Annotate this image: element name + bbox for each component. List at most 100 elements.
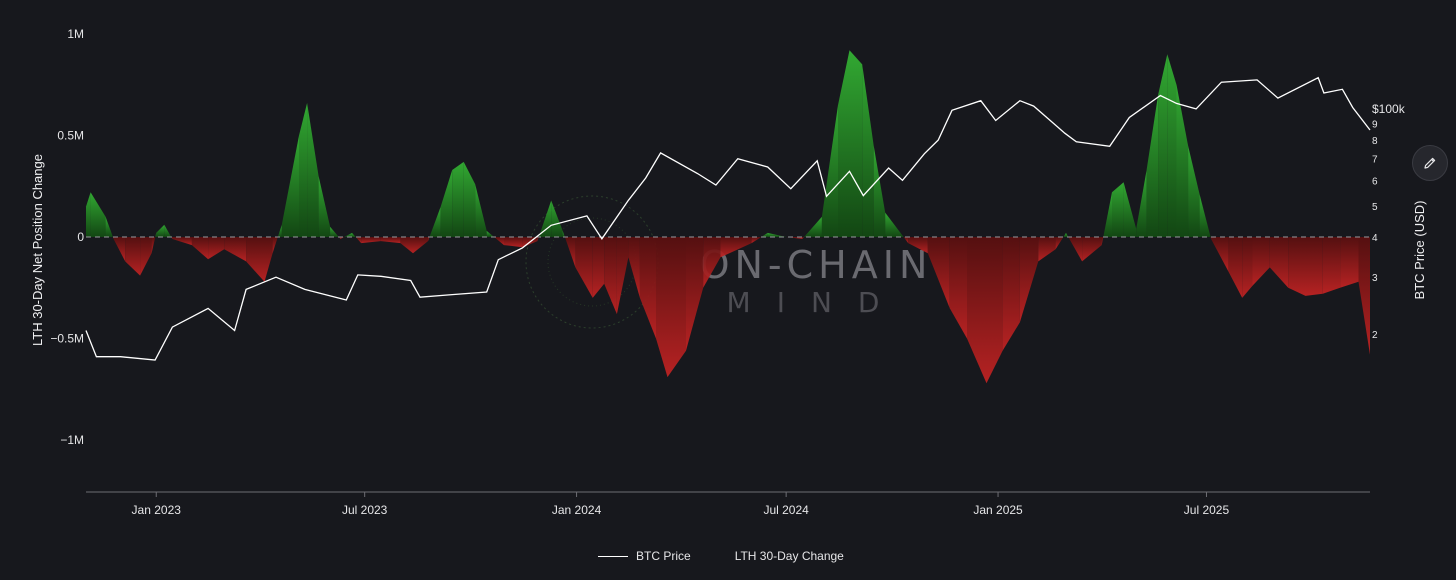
change-area-negative <box>1322 237 1341 294</box>
change-area-negative <box>639 237 656 339</box>
change-area-negative <box>1305 237 1323 296</box>
change-area-positive <box>463 161 476 237</box>
change-area-negative <box>140 237 152 276</box>
right-tick-label: 5 <box>1372 202 1378 213</box>
right-tick-label: 9 <box>1372 120 1378 131</box>
x-tick-label: Jul 2025 <box>1184 503 1230 517</box>
change-area-negative <box>564 237 576 268</box>
change-area-negative <box>751 237 762 244</box>
right-tick-label: 6 <box>1372 176 1378 187</box>
change-area-positive <box>767 232 787 237</box>
right-axis-title: BTC Price (USD) <box>1412 201 1427 300</box>
change-area-negative <box>927 237 950 309</box>
change-area-negative <box>802 237 805 239</box>
change-area-positive <box>164 224 172 237</box>
change-area-negative <box>1358 237 1370 355</box>
x-tick-label: Jan 2024 <box>552 503 602 517</box>
change-area-negative <box>604 237 617 315</box>
right-tick-label: 7 <box>1372 155 1378 166</box>
change-area-negative <box>1252 237 1270 286</box>
change-area-positive <box>1136 170 1147 237</box>
change-area-positive <box>475 184 487 237</box>
change-area-negative <box>1019 237 1039 323</box>
watermark-line1: ON-CHAIN <box>700 243 933 287</box>
change-area-negative <box>592 237 605 298</box>
change-area-positive <box>86 192 91 237</box>
change-area-positive <box>105 216 113 237</box>
change-area-negative <box>1101 237 1104 246</box>
change-area-negative <box>1068 237 1083 262</box>
change-area-negative <box>224 237 247 262</box>
x-tick-label: Jul 2024 <box>763 503 809 517</box>
change-area-positive <box>1167 54 1177 237</box>
right-tick-label: 2 <box>1372 330 1378 341</box>
pencil-icon <box>1424 157 1436 169</box>
change-area-negative <box>1242 237 1253 298</box>
change-area-positive <box>281 135 299 237</box>
change-area-positive <box>1158 54 1168 237</box>
change-area-positive <box>318 176 331 237</box>
change-area-negative <box>1002 237 1020 351</box>
change-area-positive <box>277 224 282 237</box>
change-area-positive <box>1112 182 1124 237</box>
legend: BTC Price LTH 30-Day Change <box>598 549 844 563</box>
change-area-positive <box>352 232 356 237</box>
right-tick-label: 8 <box>1372 136 1378 147</box>
change-area-negative <box>1340 237 1359 288</box>
change-area-positive <box>1176 84 1189 237</box>
left-axis-title: LTH 30-Day Net Position Change <box>30 154 45 346</box>
change-area-negative <box>949 237 967 339</box>
change-area-negative <box>1269 237 1289 288</box>
change-area-positive <box>838 50 850 238</box>
change-area-positive <box>90 192 106 237</box>
change-area-negative <box>656 237 668 378</box>
change-area-negative <box>1228 237 1243 298</box>
change-area-positive <box>761 232 768 237</box>
edit-button[interactable] <box>1412 145 1448 181</box>
change-area-negative <box>1055 237 1064 250</box>
change-area-positive <box>1066 232 1069 237</box>
change-area-negative <box>172 237 192 246</box>
change-area-negative <box>1082 237 1102 262</box>
change-area-positive <box>1188 145 1200 237</box>
change-area-positive <box>1103 192 1112 237</box>
right-tick-label: 4 <box>1372 233 1378 244</box>
change-area-positive <box>862 64 874 238</box>
change-area-negative <box>191 237 209 260</box>
change-area-negative <box>428 237 430 242</box>
change-area-positive <box>1146 94 1159 238</box>
change-area-negative <box>1288 237 1306 296</box>
legend-label-change: LTH 30-Day Change <box>734 549 844 563</box>
change-area-positive <box>299 103 308 237</box>
change-area-negative <box>125 237 141 276</box>
btc-price-line <box>85 76 1371 361</box>
change-area-negative <box>908 237 928 254</box>
legend-item-change[interactable]: LTH 30-Day Change <box>735 549 844 563</box>
change-area-positive <box>440 170 453 237</box>
change-area-negative <box>246 237 265 282</box>
legend-label-price: BTC Price <box>636 549 691 563</box>
change-area-positive <box>486 230 495 237</box>
change-area-negative <box>272 237 278 254</box>
change-area-negative <box>616 237 629 315</box>
change-area-positive <box>551 200 563 237</box>
change-area-positive <box>849 50 863 238</box>
x-axis: Jan 2023 Jul 2023 Jan 2024 Jul 2024 Jan 2025… <box>132 492 1230 517</box>
change-area-negative <box>628 237 640 298</box>
right-tick-label: $100k <box>1372 102 1406 116</box>
change-area-positive <box>1063 232 1066 237</box>
change-area-positive <box>307 103 319 237</box>
change-area-negative <box>1211 237 1229 272</box>
change-area-negative <box>1038 237 1056 262</box>
legend-item-price[interactable]: BTC Price <box>598 549 691 563</box>
change-area-positive <box>155 232 157 237</box>
change-area-negative <box>903 237 909 244</box>
right-tick-label: 3 <box>1372 273 1378 284</box>
left-tick-label: 0.5M <box>57 129 84 143</box>
change-area-positive <box>1199 194 1211 237</box>
change-area-negative <box>264 237 273 282</box>
change-area-negative <box>494 237 504 246</box>
change-area-negative <box>967 237 987 384</box>
watermark-line2: MIND <box>727 286 906 319</box>
